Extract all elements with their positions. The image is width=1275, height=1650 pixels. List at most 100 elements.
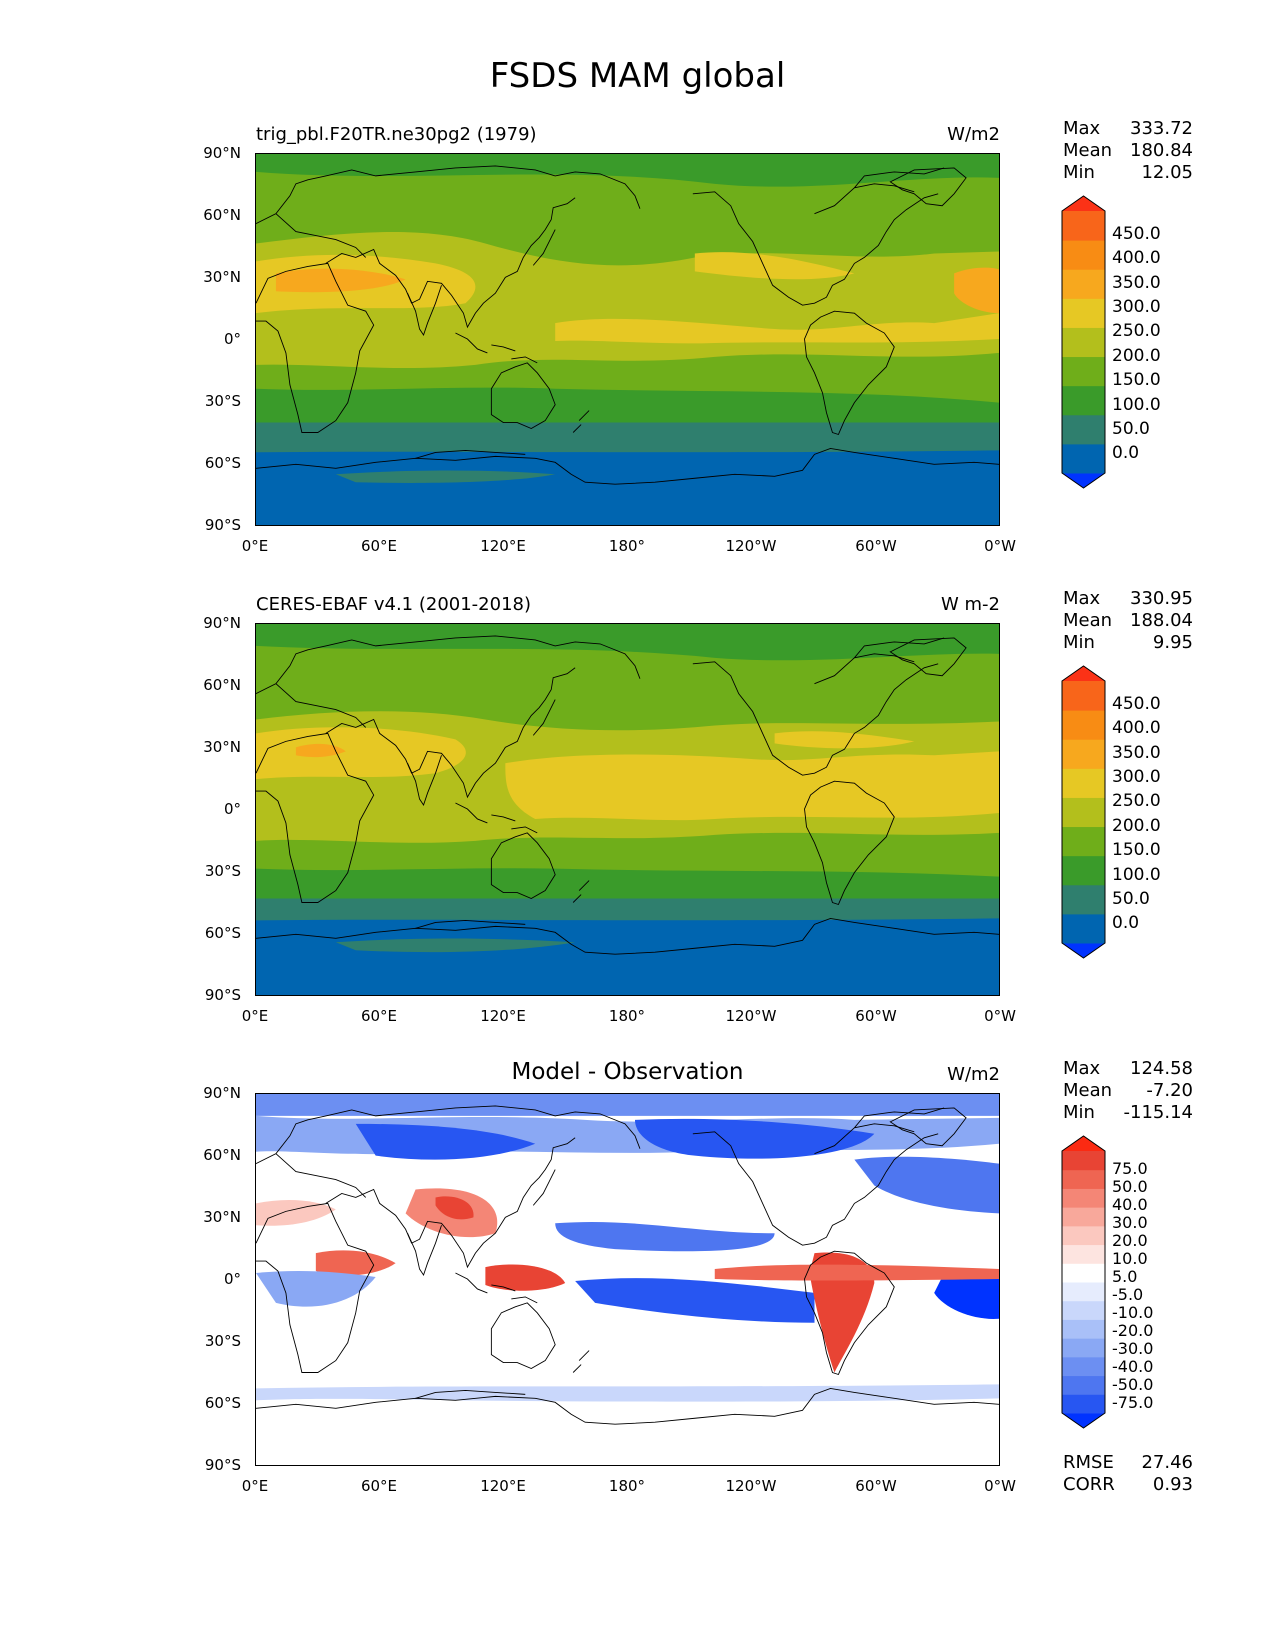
colorbar-tick-label: 100.0 bbox=[1112, 865, 1161, 885]
stat-value: 188.04 bbox=[1130, 610, 1193, 631]
colorbar-segment bbox=[1062, 1244, 1105, 1264]
colorbar-tick-label: 300.0 bbox=[1112, 297, 1161, 317]
lat-label: 0° bbox=[223, 1270, 241, 1288]
stat-value: -7.20 bbox=[1146, 1080, 1193, 1101]
colorbar-segment bbox=[1062, 269, 1105, 299]
stat-value: 124.58 bbox=[1130, 1058, 1193, 1079]
colorbar-segments bbox=[1062, 1136, 1105, 1428]
figure-title: FSDS MAM global bbox=[489, 56, 786, 96]
colorbar-segment bbox=[1062, 211, 1105, 241]
colorbar-tick-label: 400.0 bbox=[1112, 718, 1161, 738]
colorbar-tick-label: -10.0 bbox=[1112, 1303, 1154, 1322]
colorbar-tick-label: 30.0 bbox=[1112, 1213, 1148, 1232]
lat-label: 0° bbox=[223, 800, 241, 818]
lat-label: 30°S bbox=[204, 862, 241, 880]
colorbar-segment bbox=[1062, 826, 1105, 857]
colorbar-segment bbox=[1062, 1300, 1105, 1320]
stat-label: Max bbox=[1063, 588, 1101, 609]
colorbar-segment bbox=[1062, 443, 1105, 474]
colorbar-tick-label: 40.0 bbox=[1112, 1195, 1148, 1214]
colorbar-segment bbox=[1062, 666, 1105, 681]
stat-value: 9.95 bbox=[1152, 632, 1193, 653]
lat-label: 30°S bbox=[204, 1332, 241, 1350]
colorbar-tick-label: 100.0 bbox=[1112, 395, 1161, 415]
colorbar-segment bbox=[1062, 1282, 1105, 1302]
colorbar-segment bbox=[1062, 356, 1105, 387]
lon-label: 0°E bbox=[241, 1477, 269, 1495]
lat-label: 30°N bbox=[203, 1208, 241, 1226]
lon-label: 60°W bbox=[855, 1477, 897, 1495]
stat-value: 180.84 bbox=[1130, 140, 1193, 161]
colorbar-tick-label: 10.0 bbox=[1112, 1249, 1148, 1268]
lon-label: 0°W bbox=[984, 1477, 1016, 1495]
colorbar-tick-label: -50.0 bbox=[1112, 1375, 1154, 1394]
colorbar-tick-label: -40.0 bbox=[1112, 1357, 1154, 1376]
panel-units: W/m2 bbox=[947, 124, 1000, 145]
metric-value: 0.93 bbox=[1152, 1474, 1193, 1495]
lon-label: 60°E bbox=[360, 1007, 398, 1025]
lat-label: 30°N bbox=[203, 738, 241, 756]
colorbar-segment bbox=[1062, 1151, 1105, 1171]
stat-label: Mean bbox=[1063, 140, 1113, 161]
lon-label: 120°W bbox=[725, 537, 777, 555]
lat-label: 60°S bbox=[204, 454, 241, 472]
colorbar-segment bbox=[1062, 1394, 1105, 1414]
colorbar-segment bbox=[1062, 884, 1105, 915]
stats-box: Max 333.72 Mean 180.84 Min 12.05 bbox=[1063, 118, 1193, 184]
lat-label: 60°S bbox=[204, 1394, 241, 1412]
colorbar-segment bbox=[1062, 710, 1105, 740]
colorbar-segment bbox=[1062, 1263, 1105, 1283]
colorbar-segment bbox=[1062, 196, 1105, 211]
panel-title: Model - Observation bbox=[511, 1059, 744, 1085]
colorbar-tick-label: 20.0 bbox=[1112, 1231, 1148, 1250]
colorbar-segment bbox=[1062, 240, 1105, 270]
panel-difference: Model - Observation W/m2 90°N 60°N bbox=[0, 940, 1275, 1495]
lon-label: 120°E bbox=[480, 1007, 526, 1025]
lat-label: 90°N bbox=[203, 614, 241, 632]
panel-units: W m-2 bbox=[940, 594, 1000, 615]
colorbar-tick-label: 150.0 bbox=[1112, 840, 1161, 860]
colorbar-segment bbox=[1062, 1338, 1105, 1358]
lon-label: 180° bbox=[608, 1007, 646, 1025]
stat-label: Min bbox=[1063, 162, 1095, 183]
lon-label: 60°E bbox=[360, 1477, 398, 1495]
colorbar-segment bbox=[1062, 1225, 1105, 1246]
colorbar-tick-label: 250.0 bbox=[1112, 321, 1161, 341]
colorbar-segment bbox=[1062, 414, 1105, 445]
lon-label: 180° bbox=[608, 537, 646, 555]
lat-label: 90°S bbox=[204, 986, 241, 1004]
colorbar-tick-label: 450.0 bbox=[1112, 224, 1161, 244]
colorbar-tick-label: 5.0 bbox=[1112, 1267, 1138, 1286]
stat-label: Mean bbox=[1063, 1080, 1113, 1101]
colorbar-segment bbox=[1062, 913, 1105, 944]
contour-map bbox=[255, 1093, 1000, 1466]
lon-label: 60°W bbox=[855, 1007, 897, 1025]
colorbar-tick-label: -30.0 bbox=[1112, 1339, 1154, 1358]
colorbar-tick-label: 0.0 bbox=[1112, 443, 1140, 463]
contour-map bbox=[255, 623, 1000, 996]
colorbar bbox=[1061, 195, 1106, 489]
colorbar-tick-label: 350.0 bbox=[1112, 273, 1161, 293]
colorbar-segment bbox=[1062, 943, 1105, 958]
lat-label: 60°N bbox=[203, 676, 241, 694]
lon-label: 0°W bbox=[984, 537, 1016, 555]
lat-label: 90°S bbox=[204, 516, 241, 534]
colorbar-segment bbox=[1062, 681, 1105, 711]
stat-label: Min bbox=[1063, 632, 1095, 653]
lat-label: 90°N bbox=[203, 144, 241, 162]
lon-label: 0°E bbox=[241, 1007, 269, 1025]
colorbar-segment bbox=[1062, 1169, 1105, 1189]
colorbar-tick-label: 200.0 bbox=[1112, 346, 1161, 366]
colorbar-segment bbox=[1062, 327, 1105, 358]
stat-value: 333.72 bbox=[1130, 118, 1193, 139]
panel-reference: CERES-EBAF v4.1 (2001-2018) W m-2 90°N 6… bbox=[0, 470, 1275, 1025]
colorbar-tick-label: 350.0 bbox=[1112, 743, 1161, 763]
lon-label: 120°W bbox=[725, 1007, 777, 1025]
colorbar-tick-label: 50.0 bbox=[1112, 889, 1150, 909]
colorbar-segment bbox=[1062, 473, 1105, 488]
stat-value: -115.14 bbox=[1123, 1102, 1193, 1123]
stat-label: Max bbox=[1063, 1058, 1101, 1079]
lat-label: 90°S bbox=[204, 1456, 241, 1474]
contour-map bbox=[255, 153, 1000, 526]
lat-label: 60°N bbox=[203, 206, 241, 224]
